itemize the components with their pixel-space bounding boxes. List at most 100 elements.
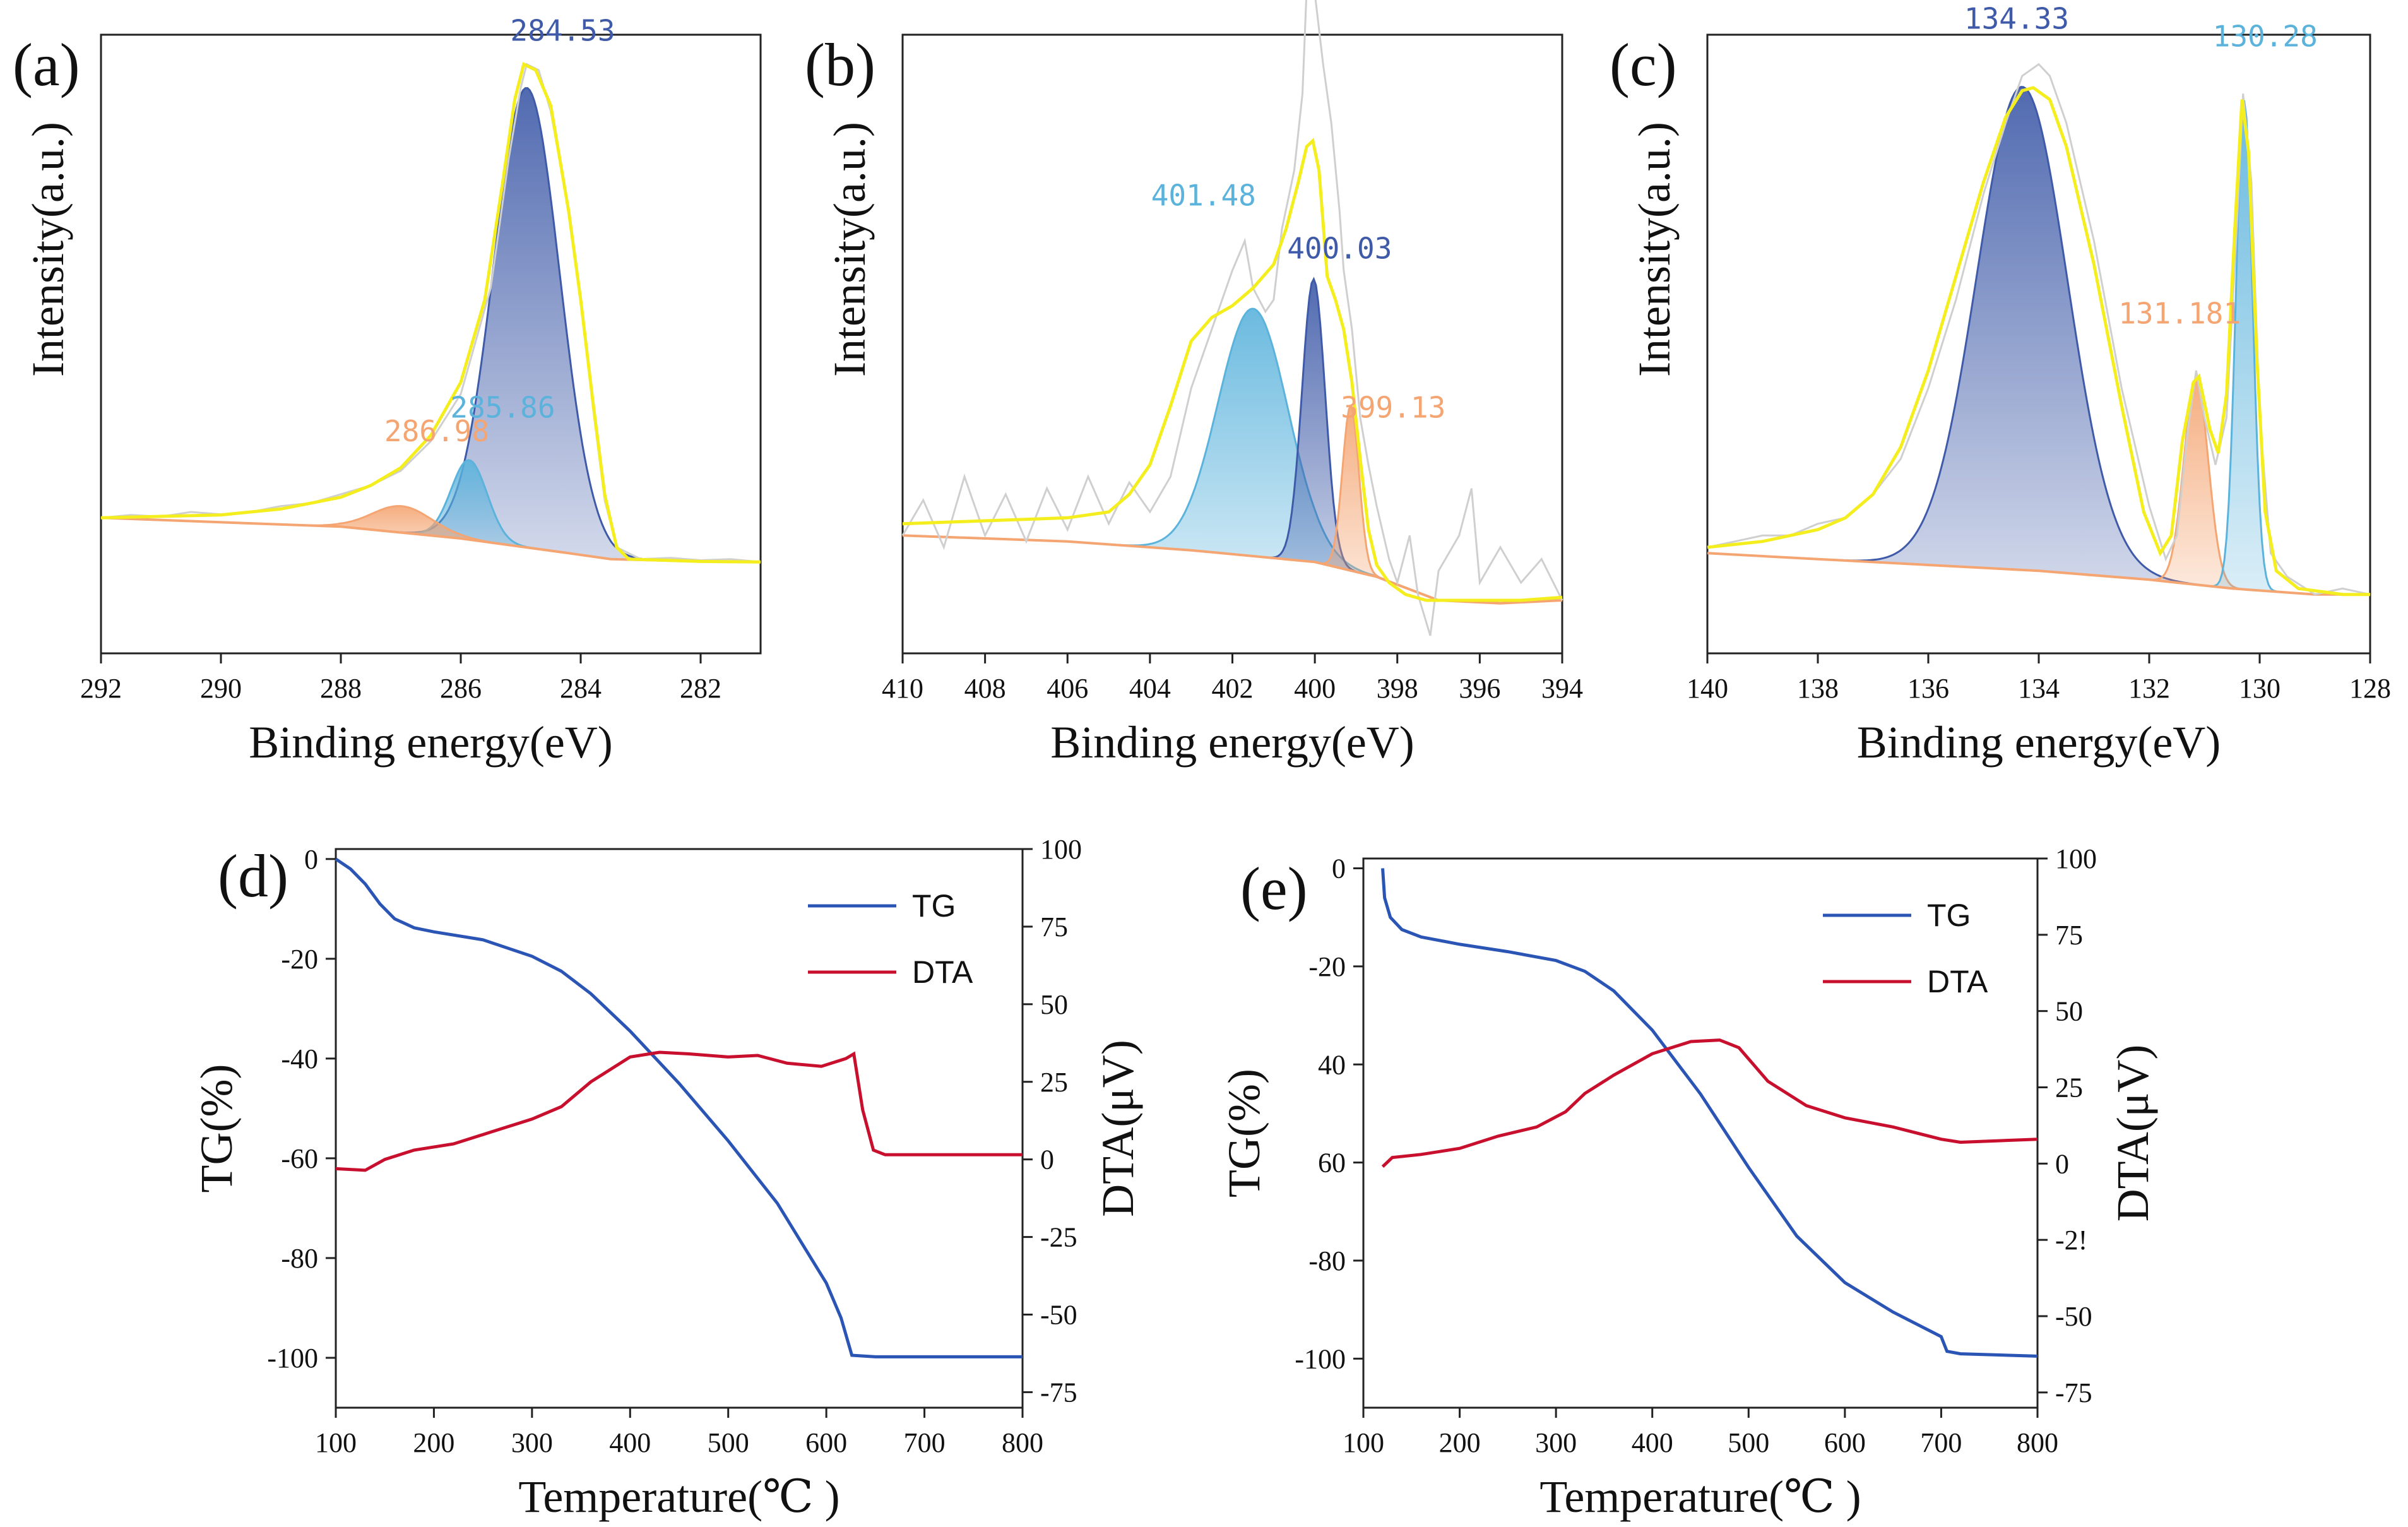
- x-tick-label: 400: [609, 1427, 651, 1458]
- x-tick-label: 600: [1824, 1427, 1866, 1458]
- panel-a: 292 290 288 286 284 282 Binding energy(eV) Inte…: [13, 13, 762, 768]
- y-right-tick-label: 75: [2055, 920, 2083, 951]
- y-right-tick-label: 50: [2055, 996, 2083, 1027]
- panel-label: (b): [805, 31, 875, 98]
- x-tick-label: 500: [708, 1427, 749, 1458]
- x-tick-label: 700: [1920, 1427, 1962, 1458]
- x-tick-label: 100: [315, 1427, 357, 1458]
- x-tick-label: 408: [964, 673, 1006, 704]
- panel-c: 140 138 136 134 132 130 128 Binding energy(eV) I…: [1610, 2, 2391, 768]
- background-line: [902, 534, 1563, 605]
- peak-label-286.98: 286.98: [384, 414, 489, 448]
- peak-label-401.48: 401.48: [1151, 179, 1256, 213]
- envelope-line: [902, 138, 1563, 602]
- x-tick-label: 400: [1294, 673, 1336, 704]
- panels: 292 290 288 286 284 282 Binding energy(eV) Inte…: [13, 0, 2391, 1522]
- x-tick-label: 286: [440, 673, 482, 704]
- x-tick-label: 406: [1047, 673, 1088, 704]
- x-tick-label: 138: [1797, 673, 1839, 704]
- panel-label: (d): [218, 842, 288, 910]
- x-tick-label: 100: [1343, 1427, 1384, 1458]
- x-tick-label: 292: [80, 673, 122, 704]
- x-tick-label: 290: [200, 673, 242, 704]
- x-axis-title: Binding energy(eV): [249, 717, 613, 768]
- y-tick-label: -20: [1308, 951, 1346, 982]
- x-tick-label: 300: [511, 1427, 553, 1458]
- x-tick-label: 404: [1129, 673, 1171, 704]
- x-tick-label: 140: [1687, 673, 1728, 704]
- axis-frame: [335, 848, 1024, 1409]
- x-tick-label: 398: [1377, 673, 1418, 704]
- x-tick-label: 134: [2018, 673, 2060, 704]
- x-tick-label: 132: [2128, 673, 2170, 704]
- x-tick-label: 200: [413, 1427, 454, 1458]
- y-tick-label: 40: [1318, 1049, 1346, 1080]
- legend-label-dta: DTA: [912, 954, 973, 990]
- raw-data-line: [901, 0, 1563, 636]
- series-line-dta: [335, 1050, 1023, 1172]
- y-right-tick-label: -50: [1040, 1300, 1077, 1331]
- y-tick-label: -100: [1295, 1343, 1346, 1374]
- x-tick-label: 394: [1541, 673, 1583, 704]
- x-tick-label: 396: [1459, 673, 1500, 704]
- x-tick-label: 284: [560, 673, 602, 704]
- y-tick-label: -80: [281, 1243, 318, 1274]
- x-tick-label: 200: [1439, 1427, 1481, 1458]
- y-tick-label: 60: [1318, 1148, 1346, 1179]
- x-tick-label: 500: [1728, 1427, 1769, 1458]
- envelope-line: [1707, 86, 2370, 597]
- x-tick-label: 700: [904, 1427, 946, 1458]
- y-tick-label: -100: [267, 1343, 318, 1374]
- peak-label-134.33: 134.33: [1964, 2, 2069, 36]
- x-tick-label: 402: [1212, 673, 1254, 704]
- y-right-tick-label: 25: [2055, 1072, 2083, 1103]
- y-right-tick-label: -2!: [2055, 1225, 2087, 1256]
- x-axis-title: Binding energy(eV): [1857, 717, 2221, 768]
- y-axis-title: Intensity(a.u.): [23, 122, 73, 377]
- panel-label: (e): [1240, 855, 1308, 922]
- peak-label-285.86: 285.86: [450, 391, 555, 425]
- axis-frame: [1362, 857, 2039, 1409]
- panel-label: (c): [1610, 31, 1677, 98]
- y-tick-label: 0: [304, 844, 318, 875]
- axis-frame: [100, 33, 762, 655]
- legend-label-dta: DTA: [1927, 964, 1988, 999]
- x-tick-label: 410: [882, 673, 923, 704]
- y-right-tick-label: -75: [1040, 1377, 1077, 1408]
- y-right-tick-label: 75: [1040, 912, 1068, 942]
- x-tick-label: 130: [2239, 673, 2280, 704]
- y-right-axis-title: DTA(μV): [2108, 1045, 2158, 1222]
- background-line: [1707, 552, 2370, 596]
- y-right-tick-label: 100: [1040, 834, 1082, 865]
- y-right-tick-label: 100: [2055, 843, 2097, 874]
- envelope-line: [100, 62, 761, 564]
- y-right-tick-label: 0: [1040, 1144, 1054, 1175]
- y-axis-title: Intensity(a.u.): [824, 122, 875, 377]
- y-axis-title: Intensity(a.u.): [1629, 122, 1680, 377]
- y-right-tick-label: -75: [2055, 1377, 2092, 1408]
- peak-label-399.13: 399.13: [1341, 391, 1445, 425]
- x-axis-title: Temperature(℃ ): [518, 1471, 839, 1522]
- peak-label-400.03: 400.03: [1287, 232, 1392, 266]
- y-tick-label: -40: [281, 1043, 318, 1074]
- x-tick-label: 800: [1002, 1427, 1043, 1458]
- legend-label-tg: TG: [1927, 898, 1971, 933]
- x-tick-label: 400: [1632, 1427, 1673, 1458]
- y-tick-label: 0: [1332, 853, 1346, 884]
- peak-label-131.181: 131.181: [2118, 296, 2241, 330]
- y-right-tick-label: 50: [1040, 989, 1068, 1020]
- x-tick-label: 288: [320, 673, 362, 704]
- y-axis-title: TG(%): [191, 1064, 242, 1193]
- x-tick-label: 600: [805, 1427, 847, 1458]
- x-tick-label: 800: [2017, 1427, 2058, 1458]
- y-tick-label: -20: [281, 944, 318, 975]
- x-tick-label: 300: [1535, 1427, 1577, 1458]
- y-right-tick-label: -25: [1040, 1222, 1077, 1253]
- peak-label-284.53: 284.53: [510, 13, 615, 47]
- panel-label: (a): [13, 31, 80, 98]
- y-right-tick-label: 25: [1040, 1067, 1068, 1098]
- y-right-tick-label: 0: [2055, 1148, 2069, 1179]
